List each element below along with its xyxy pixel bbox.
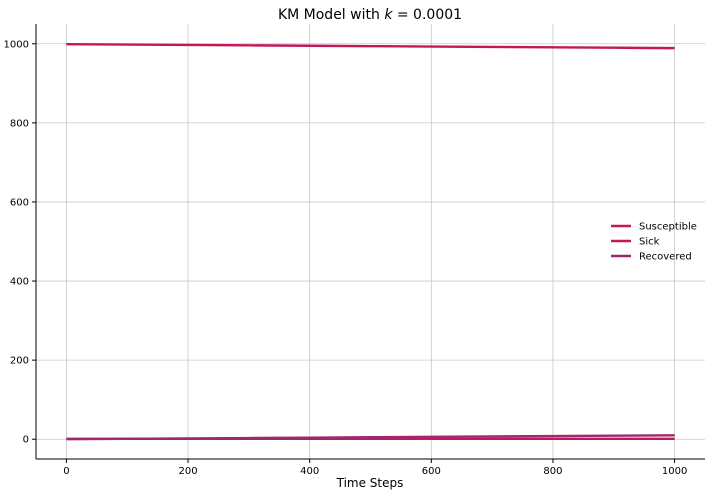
y-tick-label: 600: [10, 197, 29, 208]
y-tick-label: 200: [10, 356, 29, 367]
y-tick-label: 800: [10, 118, 29, 129]
x-tick-label: 400: [300, 466, 319, 477]
x-ticks: 0 200 400 600 800 1000: [63, 459, 687, 477]
legend-label-recovered: Recovered: [639, 252, 692, 263]
x-tick-label: 200: [178, 466, 197, 477]
x-tick-label: 600: [422, 466, 441, 477]
chart-title: KM Model with k = 0.0001: [278, 7, 462, 23]
title-suffix: = 0.0001: [392, 7, 462, 23]
y-tick-label: 1000: [4, 39, 29, 50]
series-lines: [66, 44, 674, 439]
y-tick-label: 0: [23, 435, 29, 446]
y-tick-label: 400: [10, 277, 29, 288]
x-tick-label: 800: [543, 466, 562, 477]
x-tick-label: 1000: [662, 466, 687, 477]
x-tick-label: 0: [63, 466, 69, 477]
series-line-susceptible: [66, 44, 674, 48]
x-axis-label: Time Steps: [336, 476, 404, 490]
legend-label-sick: Sick: [639, 237, 660, 248]
y-ticks: 0 200 400 600 800 1000: [4, 39, 36, 445]
title-prefix: KM Model with: [278, 7, 384, 23]
legend: Susceptible Sick Recovered: [611, 222, 697, 263]
axes: [36, 24, 705, 459]
legend-label-susceptible: Susceptible: [639, 222, 697, 233]
grid: [36, 24, 705, 459]
